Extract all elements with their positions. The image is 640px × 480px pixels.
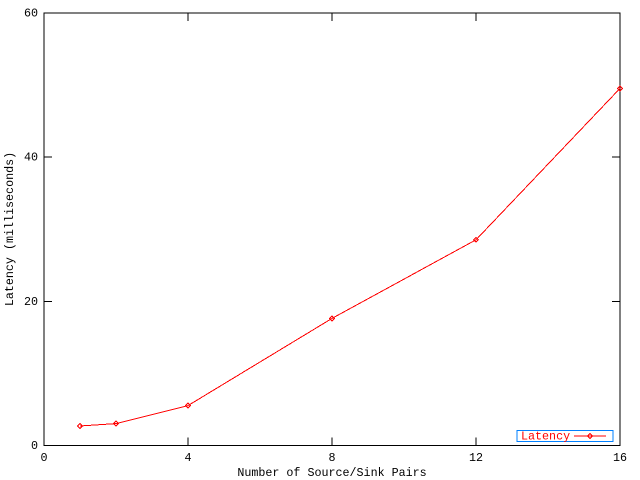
- svg-text:Latency: Latency: [521, 429, 570, 443]
